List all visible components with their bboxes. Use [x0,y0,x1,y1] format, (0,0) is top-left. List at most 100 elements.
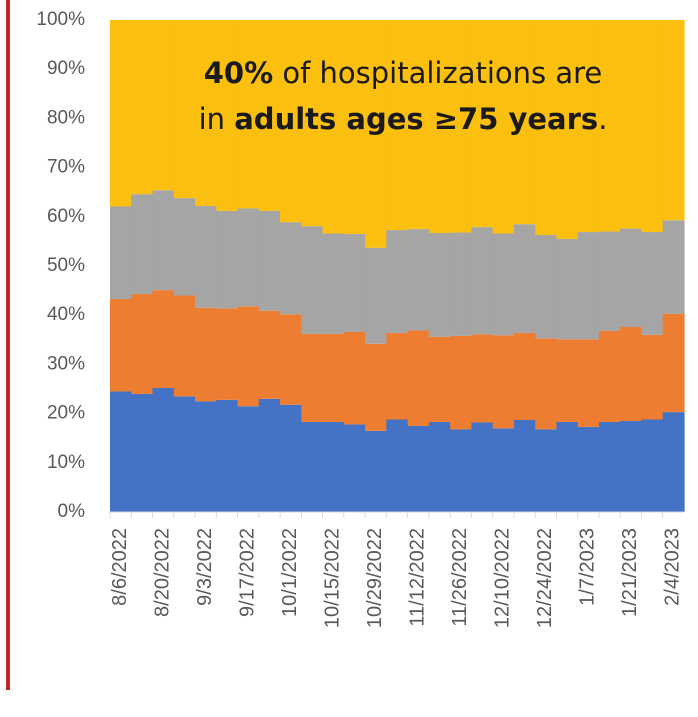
area-step [216,308,239,400]
area-step [428,421,451,512]
area-step [471,227,494,335]
area-step [301,421,324,512]
area-step [131,194,154,295]
area-step [641,232,664,335]
area-step [301,226,324,334]
area-step [428,233,451,337]
area-step [237,20,260,209]
area-step [471,334,494,423]
area-step [258,398,281,512]
area-step [428,20,451,234]
y-tick-label: 80% [47,107,85,128]
area-step [620,327,643,421]
area-step [322,233,345,334]
area-step [131,294,154,394]
axes: 0% 10% 20% 30% 40% 50% 60% 70% 80% 90% 100% 8/6/202… [36,9,684,628]
y-tick-label: 0% [58,501,86,522]
y-tick-label: 20% [47,403,85,424]
area-step [173,20,196,199]
area-step [343,234,366,332]
area-step [577,232,600,340]
area-step [556,238,579,340]
area-step [322,333,345,422]
area-step [662,20,685,221]
x-tick-label: 10/29/2022 [364,528,386,628]
area-step [131,20,154,195]
y-tick-label: 70% [47,157,85,178]
x-tick-label: 10/1/2022 [279,528,301,617]
y-tick-label: 40% [47,304,85,325]
x-tick-label: 9/17/2022 [236,528,258,617]
area-step [258,210,281,311]
area-step [386,20,409,231]
area-step [450,335,473,430]
area-step [280,404,302,512]
area-step [620,228,643,328]
area-step [173,295,196,397]
x-tick-label: 1/21/2023 [619,528,641,617]
area-step [556,20,579,239]
area-step [492,335,515,429]
y-tick-label: 90% [47,58,85,79]
side-rule [6,0,10,690]
area-step [471,20,494,228]
area-step [152,20,175,191]
area-step [365,430,387,512]
area-step [152,290,175,389]
area-step [195,205,217,308]
area-step [513,332,536,420]
area-step [620,20,643,229]
area-step [492,233,515,336]
area-step [662,220,685,314]
area-step [258,310,281,399]
area-step [195,20,217,206]
area-step [641,419,664,512]
area-step [216,210,239,309]
y-tick-label: 60% [47,206,85,227]
area-step [343,331,366,425]
area-step [322,421,345,512]
area-step [280,20,302,223]
area-step [407,330,430,426]
plot-area [110,20,685,512]
x-tick-label: 11/12/2022 [407,528,429,627]
annotation-bold: adults ages ≥75 years [234,102,598,136]
area-step [110,20,132,207]
area-step [556,421,579,512]
area-step [110,206,132,299]
area-step [110,391,132,512]
area-step [492,428,515,512]
x-tick-label: 12/10/2022 [492,528,514,628]
area-step [280,314,302,405]
area-step [577,20,600,233]
area-step [450,232,473,336]
area-step [365,343,387,431]
area-step [280,222,302,315]
area-step [131,393,154,512]
area-step [237,208,260,307]
annotation-text: . [598,102,607,136]
area-step [513,20,536,225]
area-step [471,422,494,512]
area-step [301,333,324,422]
area-step [152,190,175,291]
area-step [513,224,536,333]
area-step [386,332,409,420]
area-step [598,231,621,331]
y-tick-label: 30% [47,353,85,374]
area-step [428,336,451,422]
area-step [598,20,621,232]
area-step [173,396,196,512]
area-step [386,230,409,333]
y-tick-label: 100% [36,9,85,30]
area-step [598,330,621,422]
area-step [535,338,558,430]
annotation: 40% of hospitalizations are [204,56,603,90]
area-step [620,420,643,512]
area-step [216,20,239,211]
area-step [407,229,430,331]
area-step [365,247,387,344]
area-step [343,20,366,235]
area-step [386,419,409,512]
area-step [343,424,366,512]
